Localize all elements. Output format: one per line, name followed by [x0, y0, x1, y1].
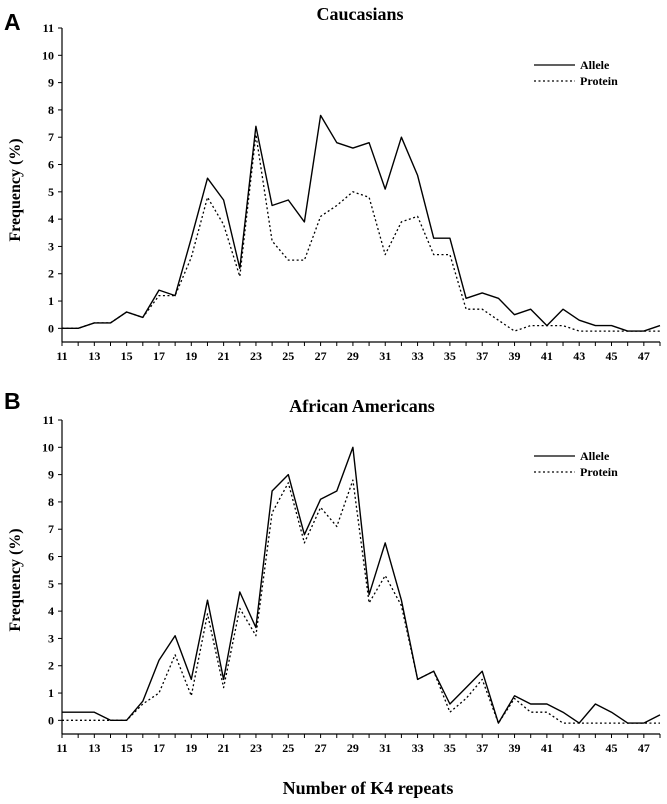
- x-tick-label: 27: [315, 741, 327, 755]
- x-axis: 11 13 15 17 19 21 23 25 27 29 31 33 35 37 39 41 43 45 47: [56, 342, 661, 363]
- x-tick-label: 27: [315, 349, 327, 363]
- series-lines: [62, 446, 661, 724]
- series-line-protein: [62, 479, 660, 724]
- x-tick-label: 43: [573, 741, 585, 755]
- x-tick-label: 39: [509, 349, 521, 363]
- y-tick-label: 5: [48, 577, 54, 591]
- x-tick-label: 45: [606, 349, 618, 363]
- x-tick-label: 35: [444, 349, 456, 363]
- x-tick-label: 23: [250, 349, 262, 363]
- y-tick-label: 7: [48, 522, 54, 536]
- legend: Allele Protein: [534, 449, 618, 479]
- x-tick-label: 13: [88, 349, 100, 363]
- x-tick-label: 21: [218, 349, 230, 363]
- x-tick-label: 31: [379, 349, 391, 363]
- x-tick-label: 41: [541, 741, 553, 755]
- y-tick-label: 3: [48, 631, 54, 645]
- x-tick-label: 25: [282, 349, 294, 363]
- y-tick-label: 4: [48, 212, 54, 226]
- chart-title: African Americans: [289, 396, 434, 416]
- x-tick-label: 11: [56, 349, 67, 363]
- y-tick-label: 11: [43, 413, 54, 427]
- x-tick-label: 37: [476, 741, 488, 755]
- x-tick-label: 33: [412, 349, 424, 363]
- series-line-allele: [62, 446, 661, 724]
- y-tick-label: 6: [48, 158, 54, 172]
- y-tick-label: 8: [48, 495, 54, 509]
- x-tick-label: 39: [509, 741, 521, 755]
- legend-label-protein: Protein: [580, 465, 618, 479]
- y-axis: 0 1 2 3 4 5 6 7 8 9 10 11: [42, 21, 62, 335]
- panel-african-americans: B African Americans Frequency (%) 012345…: [4, 388, 661, 798]
- x-tick-label: 31: [379, 741, 391, 755]
- panel-label: B: [4, 388, 21, 414]
- legend-label-allele: Allele: [580, 449, 610, 463]
- y-tick-label: 8: [48, 103, 54, 117]
- y-tick-label: 0: [48, 713, 54, 727]
- y-tick-label: 2: [48, 659, 54, 673]
- x-tick-label: 17: [153, 741, 165, 755]
- x-tick-label: 21: [218, 741, 230, 755]
- x-tick-label: 29: [347, 741, 359, 755]
- y-tick-label: 2: [48, 267, 54, 281]
- y-tick-label: 9: [48, 76, 54, 90]
- x-tick-label: 35: [444, 741, 456, 755]
- plot-area: [61, 420, 660, 735]
- y-tick-label: 7: [48, 130, 54, 144]
- x-tick-label: 11: [56, 741, 67, 755]
- y-tick-label: 10: [42, 48, 54, 62]
- panel-caucasians: A Caucasians Frequency (%) 0123456789101…: [4, 4, 661, 363]
- x-tick-label: 23: [250, 741, 262, 755]
- x-tick-label: 13: [88, 741, 100, 755]
- x-tick-label: 19: [185, 741, 197, 755]
- y-tick-label: 3: [48, 239, 54, 253]
- x-tick-label: 37: [476, 349, 488, 363]
- y-tick-label: 1: [48, 686, 54, 700]
- x-tick-label: 15: [121, 349, 133, 363]
- panel-label: A: [4, 9, 21, 35]
- x-axis: 11 13 15 17 19 21 23 25 27 29 31 33 35 37 39 41 43 45 47: [56, 734, 661, 755]
- x-tick-label: 15: [121, 741, 133, 755]
- y-tick-label: 4: [48, 604, 54, 618]
- x-tick-label: 47: [638, 349, 650, 363]
- legend-label-protein: Protein: [580, 74, 618, 88]
- x-tick-label: 43: [573, 349, 585, 363]
- y-tick-label: 11: [43, 21, 54, 35]
- x-tick-label: 25: [282, 741, 294, 755]
- x-tick-label: 17: [153, 349, 165, 363]
- x-tick-label: 41: [541, 349, 553, 363]
- x-axis-label: Number of K4 repeats: [283, 778, 454, 798]
- x-tick-label: 47: [638, 741, 650, 755]
- x-tick-label: 19: [185, 349, 197, 363]
- series-lines: [62, 114, 661, 332]
- plot-area: [61, 28, 660, 343]
- chart-title: Caucasians: [316, 4, 403, 24]
- y-tick-label: 5: [48, 185, 54, 199]
- y-axis-label: Frequency (%): [7, 528, 24, 631]
- series-line-protein: [62, 133, 660, 332]
- y-tick-label: 9: [48, 468, 54, 482]
- x-tick-label: 33: [412, 741, 424, 755]
- x-tick-label: 29: [347, 349, 359, 363]
- series-line-allele: [62, 114, 661, 332]
- y-tick-label: 0: [48, 321, 54, 335]
- legend: Allele Protein: [534, 58, 618, 88]
- y-tick-label: 1: [48, 294, 54, 308]
- y-axis: 0 1 2 3 4 5 6 7 8 9 10 11: [42, 413, 62, 727]
- legend-label-allele: Allele: [580, 58, 610, 72]
- y-axis-label: Frequency (%): [7, 138, 24, 241]
- y-tick-label: 10: [42, 440, 54, 454]
- y-tick-label: 6: [48, 550, 54, 564]
- x-tick-label: 45: [606, 741, 618, 755]
